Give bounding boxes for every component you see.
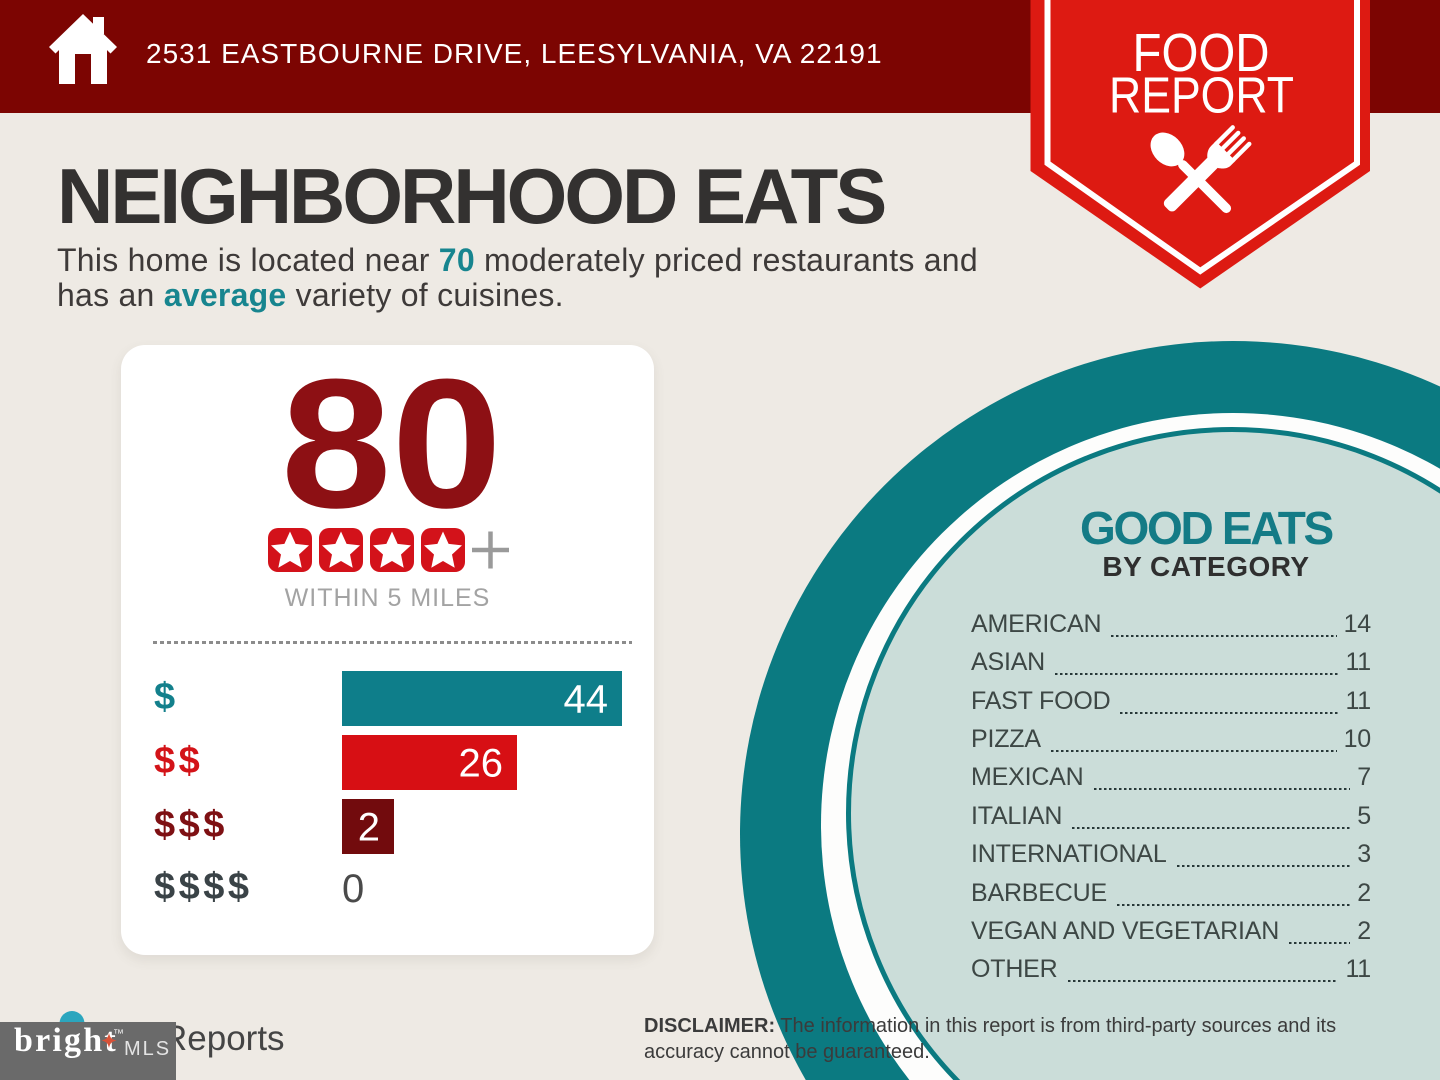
svg-text:FOOD: FOOD	[1133, 23, 1270, 83]
svg-text:REPORT: REPORT	[1109, 67, 1294, 124]
